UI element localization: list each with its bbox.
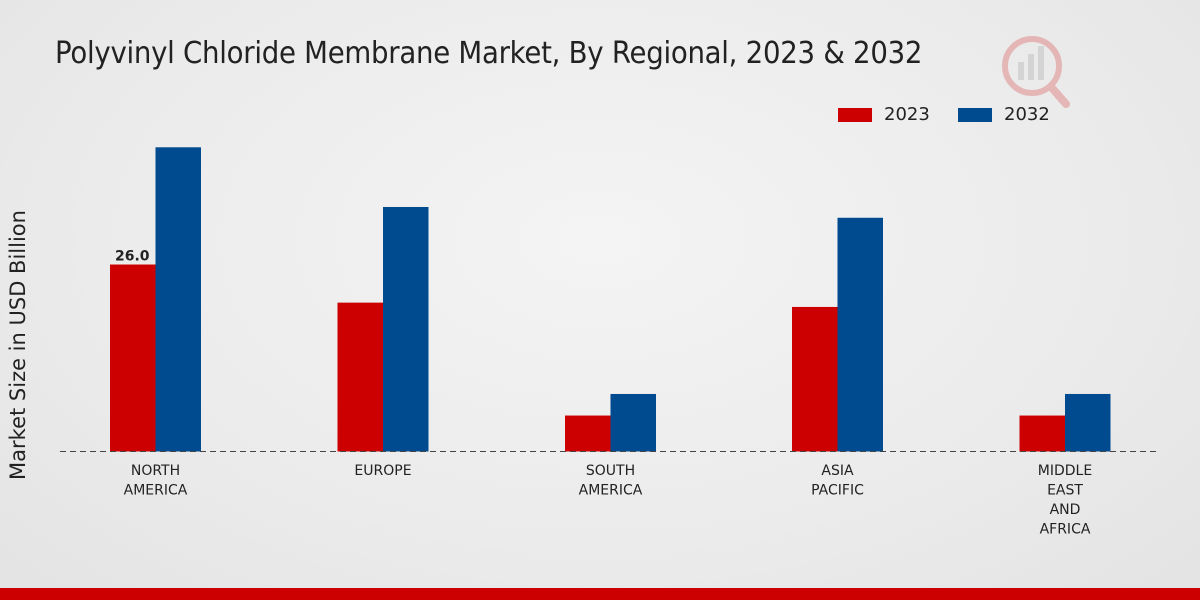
x-tick-label-1: EUROPE: [354, 463, 411, 479]
bar-2032-2: [610, 393, 656, 452]
x-tick-label-2: SOUTH AMERICA: [579, 463, 643, 499]
data-label-0: 26.0: [115, 249, 150, 265]
bar-2032-1: [383, 206, 429, 452]
bar-2023-4: [1019, 415, 1065, 452]
chart-title: Polyvinyl Chloride Membrane Market, By R…: [55, 36, 923, 71]
footer-accent-bar: [0, 588, 1200, 600]
legend-swatch-2023: [838, 107, 872, 122]
x-tick-label-0: NORTH AMERICA: [124, 463, 188, 499]
watermark-logo-icon: [1002, 36, 1070, 108]
legend-item-2023: 2023: [838, 104, 930, 125]
bar-2032-4: [1065, 393, 1111, 452]
bar-2023-1: [337, 302, 383, 452]
x-tick-label-4: MIDDLE EAST AND AFRICA: [1038, 463, 1092, 538]
bar-2032-3: [837, 217, 883, 452]
bar-2023-3: [792, 306, 838, 452]
legend-label-2023: 2023: [884, 104, 930, 125]
x-tick-label-3: ASIA PACIFIC: [811, 463, 864, 499]
bar-2023-0: [110, 264, 156, 452]
legend-swatch-2032: [958, 107, 992, 122]
bar-2023-2: [565, 415, 611, 452]
bar-2032-0: [155, 147, 201, 452]
legend-item-2032: 2032: [958, 104, 1050, 125]
legend-label-2032: 2032: [1004, 104, 1050, 125]
